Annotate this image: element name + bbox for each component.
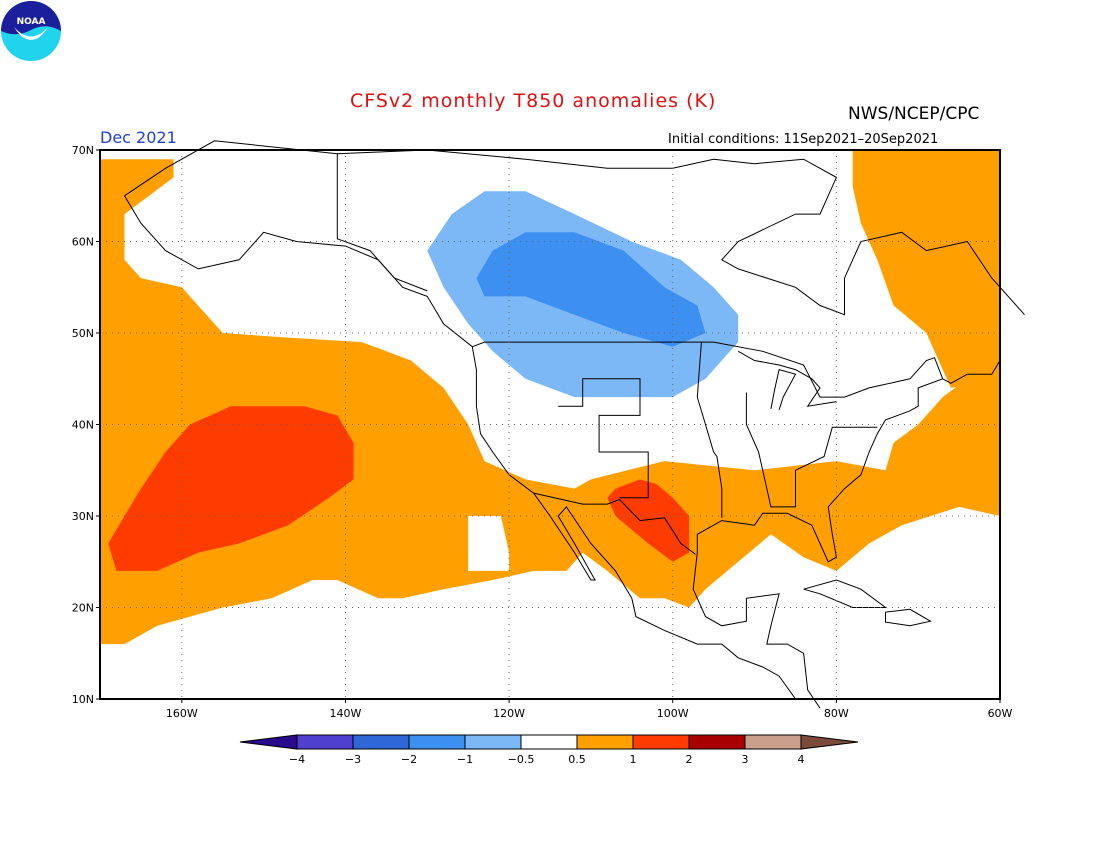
lat-tick-label: 40N <box>72 419 94 432</box>
colorbar-label: 4 <box>798 753 805 766</box>
lon-tick-label: 120W <box>493 707 525 720</box>
lat-tick-label: 70N <box>72 144 94 157</box>
forecast-month-label: Dec 2021 <box>100 128 177 147</box>
lon-tick-label: 60W <box>988 707 1013 720</box>
anomaly-neutral-hole <box>468 516 510 571</box>
lon-tick-label: 100W <box>657 707 689 720</box>
colorbar-label: 2 <box>686 753 693 766</box>
colorbar-segment <box>576 734 634 750</box>
colorbar-segment <box>744 734 802 750</box>
anomaly-above-1-southwest <box>607 479 690 562</box>
lat-tick-label: 60N <box>72 236 94 249</box>
lat-tick-label: 50N <box>72 327 94 340</box>
latitude-tick-labels: 70N 60N 50N 40N 30N 20N 10N <box>72 144 100 706</box>
colorbar: −4 −3 −2 −1 −0.5 0.5 1 2 3 4 <box>239 734 859 766</box>
noaa-logo-icon: NOAA <box>1 1 61 61</box>
lat-tick-label: 20N <box>72 602 94 615</box>
colorbar-label: −1 <box>457 753 473 766</box>
colorbar-label: 0.5 <box>568 753 586 766</box>
colorbar-segment <box>632 734 690 750</box>
border-us-mexico <box>533 492 696 555</box>
lat-tick-label: 30N <box>72 510 94 523</box>
colorbar-label: −3 <box>345 753 361 766</box>
lon-tick-label: 140W <box>330 707 362 720</box>
longitude-tick-labels: 160W 140W 120W 100W 80W 60W <box>166 699 1013 720</box>
colorbar-label: −0.5 <box>508 753 535 766</box>
lon-tick-label: 160W <box>166 707 198 720</box>
state-borders-central <box>696 342 723 518</box>
colorbar-segment <box>688 734 746 750</box>
map-title: CFSv2 monthly T850 anomalies (K) <box>350 90 717 112</box>
anomaly-field-layer <box>100 150 1000 645</box>
organization-label: NWS/NCEP/CPC <box>848 104 980 124</box>
colorbar-max-arrow <box>800 734 859 750</box>
great-lakes-outline <box>737 350 837 407</box>
anomaly-above-1-pacific <box>108 406 354 571</box>
state-borders-west <box>558 378 649 499</box>
colorbar-label: 1 <box>630 753 637 766</box>
graticule-layer <box>100 150 1000 699</box>
colorbar-segment <box>464 734 522 750</box>
colorbar-label: −2 <box>401 753 417 766</box>
anomaly-above-0.5-pacific <box>100 159 1000 645</box>
lon-tick-label: 80W <box>824 707 849 720</box>
border-us-canada <box>472 341 944 398</box>
state-borders-east <box>745 392 878 508</box>
colorbar-segment <box>520 734 578 750</box>
island-cuba <box>803 579 888 608</box>
border-alaska <box>336 153 428 292</box>
island-hispaniola <box>885 608 932 627</box>
colorbar-segment <box>408 734 466 750</box>
colorbar-min-arrow <box>239 734 298 750</box>
coastline-arctic <box>124 140 1025 316</box>
anomaly-above-0.5-atlantic <box>852 150 1000 388</box>
colorbar-segment <box>352 734 410 750</box>
coastline-layer <box>124 140 1025 709</box>
colorbar-label: 3 <box>742 753 749 766</box>
colorbar-label: −4 <box>289 753 305 766</box>
lake-michigan <box>770 368 797 411</box>
coastline-gulf-caribbean <box>692 552 821 709</box>
lat-tick-label: 10N <box>72 693 94 706</box>
logo-text: NOAA <box>17 17 46 27</box>
anomaly-below-1-canada <box>476 232 706 347</box>
colorbar-segment <box>296 734 354 750</box>
initial-conditions-label: Initial conditions: 11Sep2021–20Sep2021 <box>668 132 939 147</box>
